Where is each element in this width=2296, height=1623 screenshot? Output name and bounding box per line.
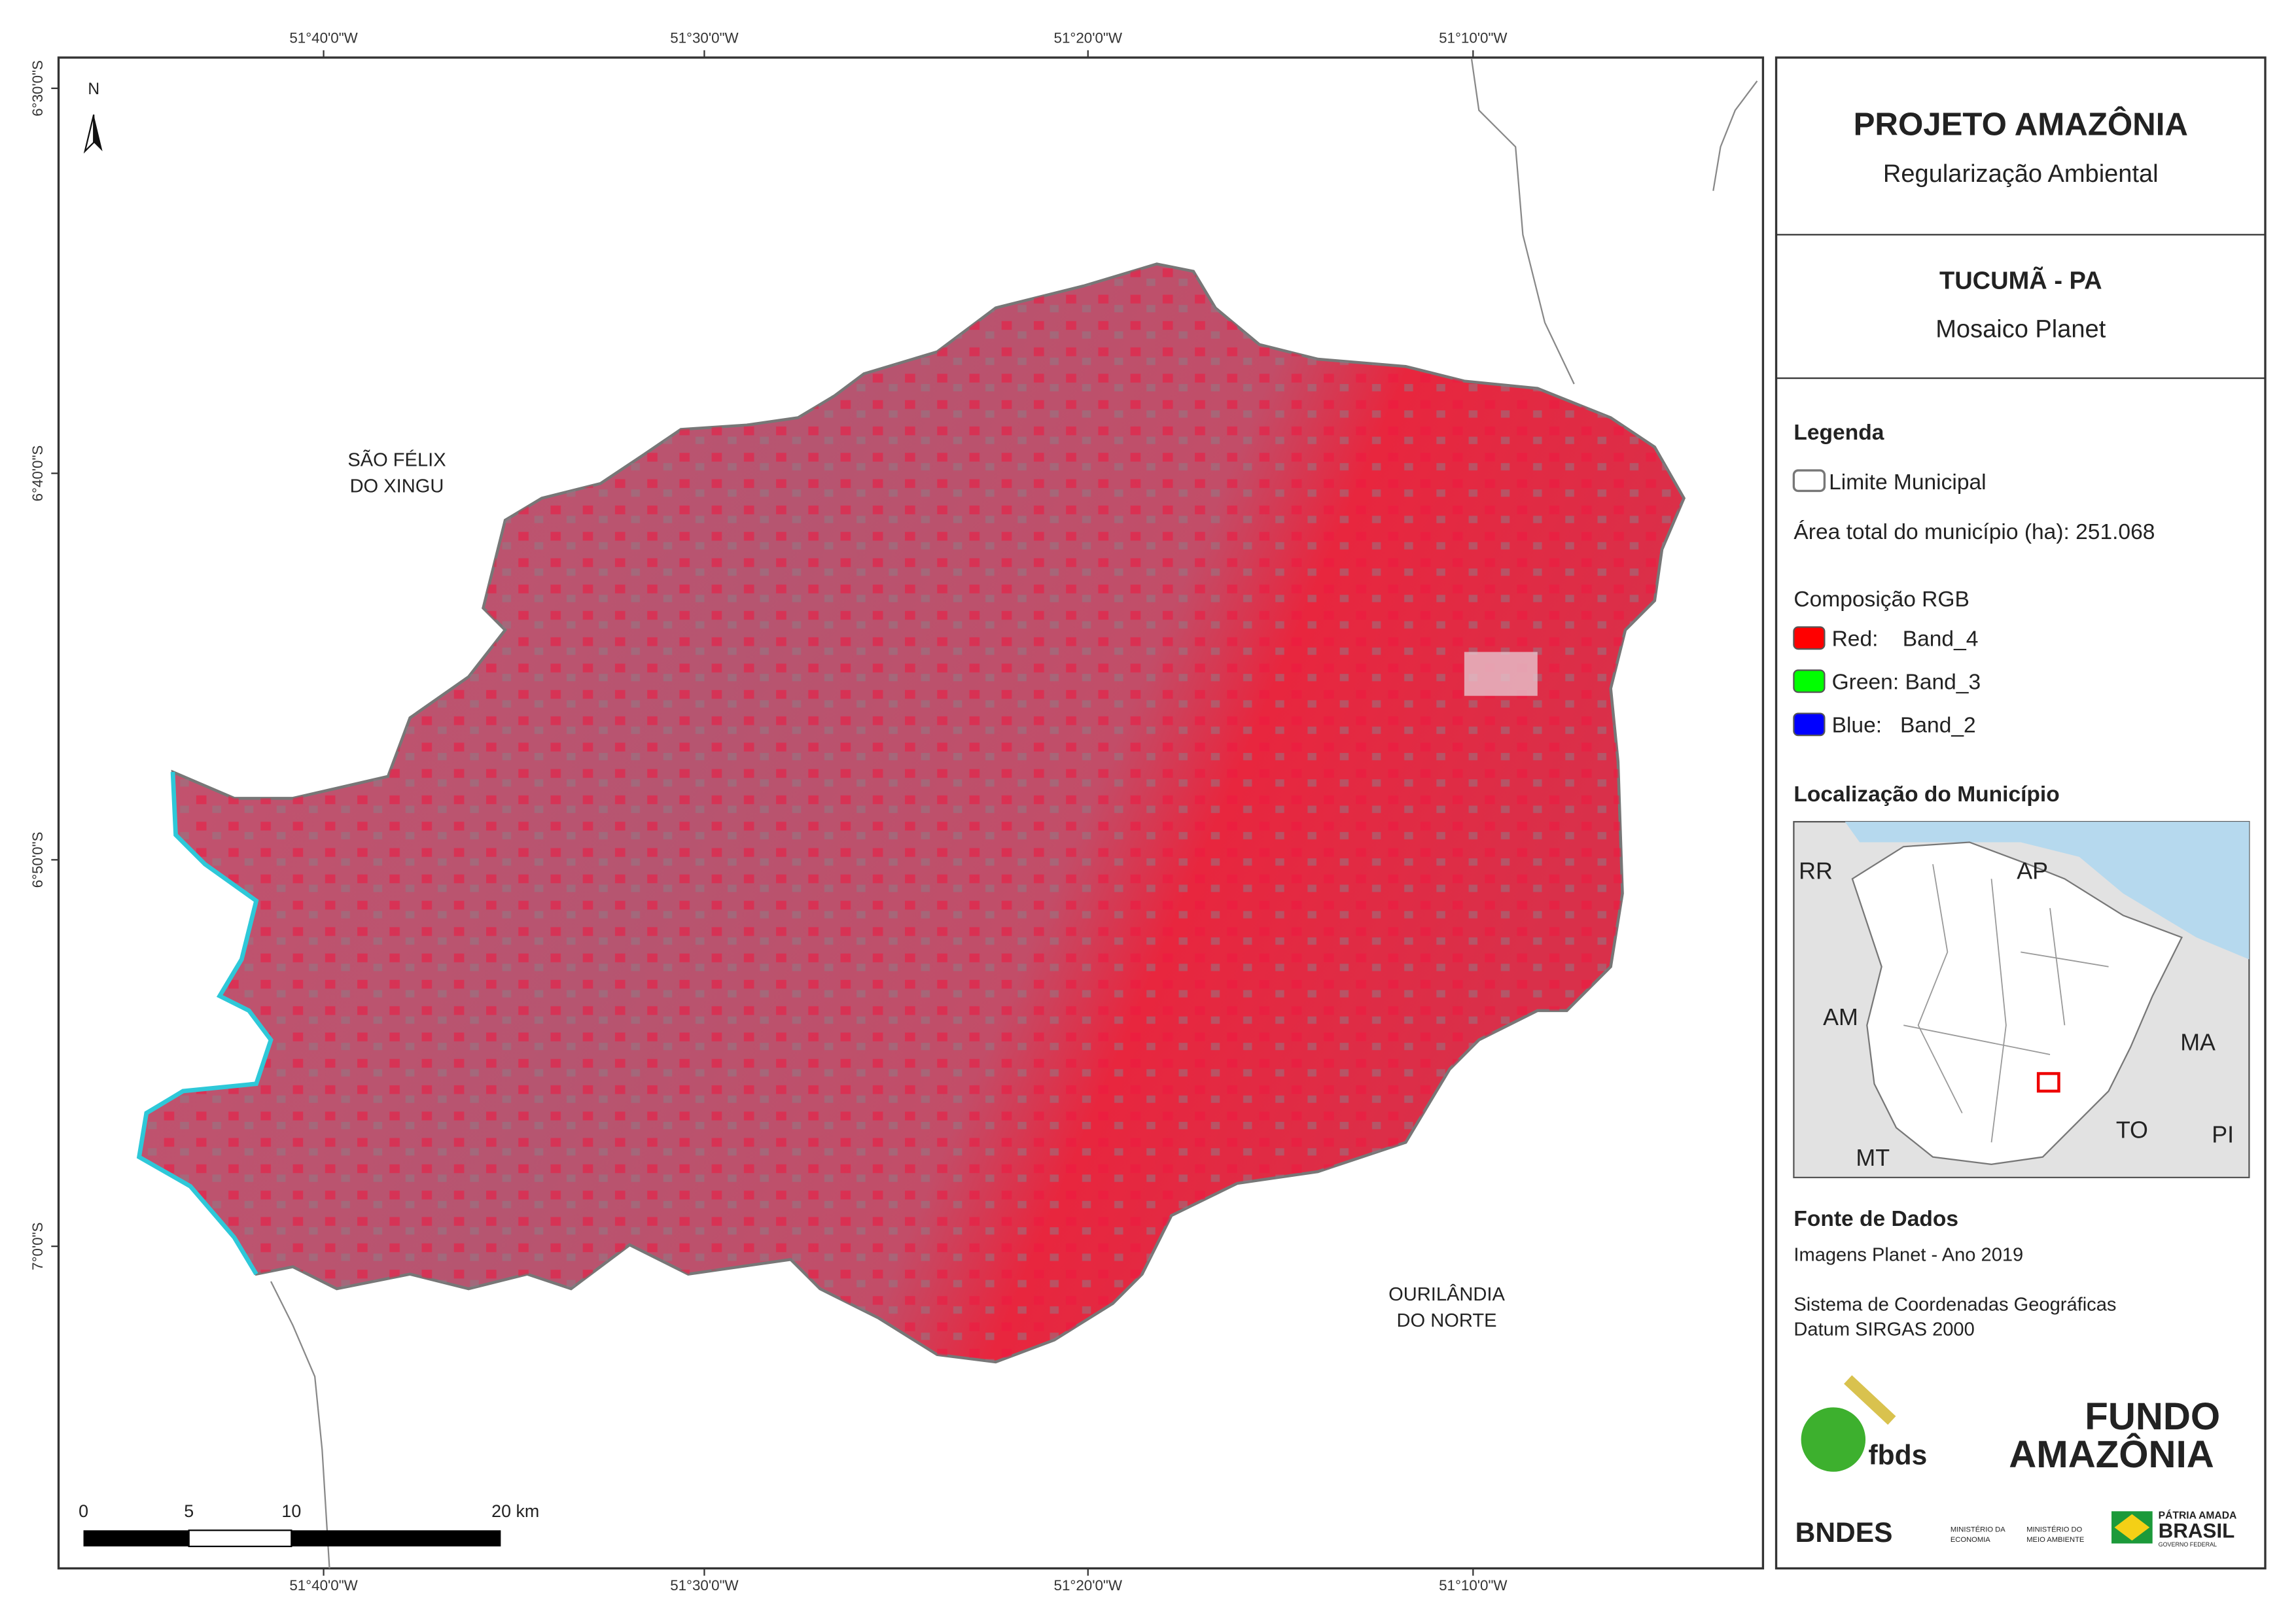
- state-label: RR: [1799, 858, 1833, 884]
- latitude-label: 6°50'0"S: [29, 831, 46, 888]
- inset-map: RR AP AM MA TO MT PI: [1793, 821, 2250, 1179]
- band-swatch: [1793, 712, 1826, 737]
- place-title: TUCUMÃ - PA: [1939, 266, 2102, 295]
- fbds-logo: [1801, 1407, 1866, 1472]
- brasil-text: BRASIL: [2159, 1519, 2235, 1542]
- state-label: PI: [2212, 1121, 2234, 1147]
- source-item: Imagens Planet - Ano 2019: [1793, 1245, 2023, 1266]
- north-label: N: [88, 80, 99, 98]
- legend-swatch: [1792, 469, 1826, 493]
- state-label: MA: [2180, 1029, 2216, 1055]
- longitude-label: 51°30'0"W: [670, 30, 739, 46]
- place-label: DO NORTE: [1397, 1310, 1497, 1331]
- fbds-logo: [1844, 1375, 1896, 1425]
- subtitle: Regularização Ambiental: [1883, 160, 2159, 188]
- rgb-title: Composição RGB: [1793, 587, 1969, 612]
- scale-label: 0: [79, 1501, 88, 1521]
- neighbor-boundary: [270, 1281, 330, 1569]
- location-marker: [2036, 1072, 2060, 1093]
- scale-bar: [188, 1529, 292, 1548]
- map-area: [136, 59, 1758, 1569]
- state-label: MT: [1856, 1145, 1890, 1171]
- latitude-label: 6°30'0"S: [29, 60, 46, 116]
- source-item: Datum SIRGAS 2000: [1793, 1319, 1974, 1340]
- mosaic-title: Mosaico Planet: [1935, 315, 2106, 343]
- amazonia-text: AMAZÔNIA: [2009, 1433, 2214, 1476]
- longitude-label: 51°20'0"W: [1054, 30, 1123, 46]
- urban-area: [1464, 652, 1538, 696]
- state-label: AP: [2017, 858, 2048, 884]
- north-arrow: [94, 114, 103, 152]
- legend-title: Legenda: [1793, 421, 1884, 445]
- ministry-text: MEIO AMBIENTE: [2026, 1536, 2084, 1544]
- ocean: [1845, 822, 2250, 960]
- longitude-label: 51°40'0"W: [289, 30, 358, 46]
- graticule-labels: 51°40'0"W 51°40'0"W 51°30'0"W 51°30'0"W 51°2…: [29, 30, 1508, 1594]
- ministry-text: MINISTÉRIO DA: [1951, 1526, 2005, 1534]
- neighbor-boundary: [1470, 59, 1575, 385]
- area-text: Área total do município (ha): 251.068: [1793, 520, 2155, 544]
- longitude-label: 51°30'0"W: [670, 1577, 739, 1594]
- source-item: Sistema de Coordenadas Geográficas: [1793, 1295, 2116, 1316]
- neighbor-boundary: [1712, 80, 1758, 191]
- state-label: TO: [2116, 1117, 2148, 1143]
- ministry-text: MINISTÉRIO DO: [2026, 1526, 2082, 1534]
- band-swatch: [1793, 669, 1826, 693]
- scale-bar: [291, 1530, 501, 1546]
- fbds-text: fbds: [1869, 1440, 1928, 1471]
- logos: fbds FUNDO AMAZÔNIA BNDES MINISTÉRIO DA …: [1795, 1375, 2237, 1548]
- patria-text: PÁTRIA AMADA: [2159, 1509, 2237, 1521]
- side-panel: PROJETO AMAZÔNIA Regularização Ambiental…: [1775, 56, 2267, 1570]
- longitude-label: 51°10'0"W: [1439, 30, 1508, 46]
- ministry-text: ECONOMIA: [1951, 1536, 1990, 1544]
- bndes-text: BNDES: [1795, 1518, 1893, 1548]
- legend-item: Limite Municipal: [1829, 470, 1987, 495]
- para-state: [1851, 841, 2183, 1165]
- place-label: OURILÂNDIA: [1388, 1283, 1505, 1305]
- map-labels: N SÃO FÉLIX DO XINGU OURILÂNDIA DO NORTE…: [79, 80, 1505, 1548]
- location-title: Localização do Município: [1793, 782, 2059, 807]
- scale-label: 5: [184, 1501, 194, 1521]
- band-swatch: [1793, 626, 1826, 650]
- longitude-label: 51°10'0"W: [1439, 1577, 1508, 1594]
- latitude-label: 6°40'0"S: [29, 445, 46, 502]
- state-labels: RR AP AM MA TO MT PI: [1799, 858, 2234, 1171]
- band-label: Green: Band_3: [1832, 671, 1981, 695]
- river: [136, 771, 274, 1276]
- sources-title: Fonte de Dados: [1793, 1207, 1958, 1231]
- scale-label: 10: [281, 1501, 301, 1521]
- municipal-boundaries: [1903, 864, 2109, 1143]
- gov-text: GOVERNO FEDERAL: [2159, 1541, 2217, 1548]
- title: PROJETO AMAZÔNIA: [1854, 105, 2188, 143]
- longitude-label: 51°40'0"W: [289, 1577, 358, 1594]
- band-label: Blue: Band_2: [1832, 714, 1976, 738]
- state-label: AM: [1823, 1004, 1858, 1030]
- band-legend: Red: Band_4 Green: Band_3 Blue: Band_2: [1793, 626, 1981, 738]
- field-texture: [139, 264, 1684, 1362]
- panel-frame: [1775, 56, 2267, 1570]
- latitude-label: 7°0'0"S: [29, 1222, 46, 1270]
- scale-label: 20 km: [491, 1501, 539, 1521]
- place-label: DO XINGU: [350, 476, 444, 497]
- fundo-text: FUNDO: [2085, 1395, 2220, 1438]
- longitude-label: 51°20'0"W: [1054, 1577, 1123, 1594]
- scale-bar: [83, 1530, 189, 1546]
- place-label: SÃO FÉLIX: [347, 448, 446, 470]
- band-label: Red: Band_4: [1832, 627, 1979, 652]
